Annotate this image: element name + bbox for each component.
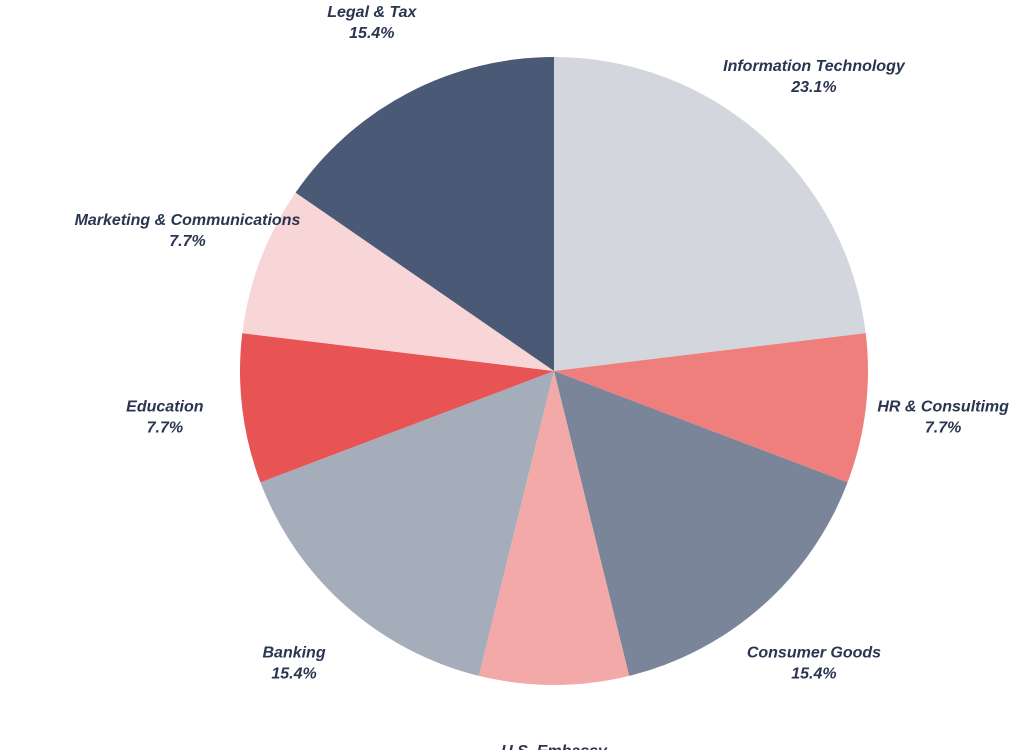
- pie-slice: [240, 333, 554, 483]
- slice-value-label: 23.1%: [790, 79, 836, 96]
- pie-slice: [242, 192, 554, 371]
- slice-value-label: 15.4%: [791, 666, 836, 683]
- slice-label: HR & Consultimg: [877, 398, 1009, 415]
- pie-slice: [554, 371, 848, 676]
- pie-slice: [478, 371, 630, 685]
- slice-value-label: 15.4%: [271, 666, 316, 683]
- slice-label: U.S. Embassy: [501, 743, 608, 750]
- slice-value-label: 15.4%: [349, 25, 394, 42]
- slice-label: Education: [126, 398, 204, 415]
- slice-label: Consumer Goods: [747, 645, 881, 662]
- pie-slice: [295, 56, 554, 371]
- slice-value-label: 7.7%: [147, 419, 183, 436]
- slice-label: Banking: [262, 645, 325, 662]
- pie-slice: [554, 57, 866, 371]
- slice-label: Information Technology: [723, 58, 906, 75]
- slice-value-label: 7.7%: [925, 419, 961, 436]
- pie-slice: [554, 333, 868, 483]
- slice-label: Marketing & Communications: [75, 212, 301, 229]
- slice-label: Legal & Tax: [327, 4, 417, 21]
- slice-value-label: 7.7%: [169, 233, 205, 250]
- pie-slice: [260, 371, 554, 676]
